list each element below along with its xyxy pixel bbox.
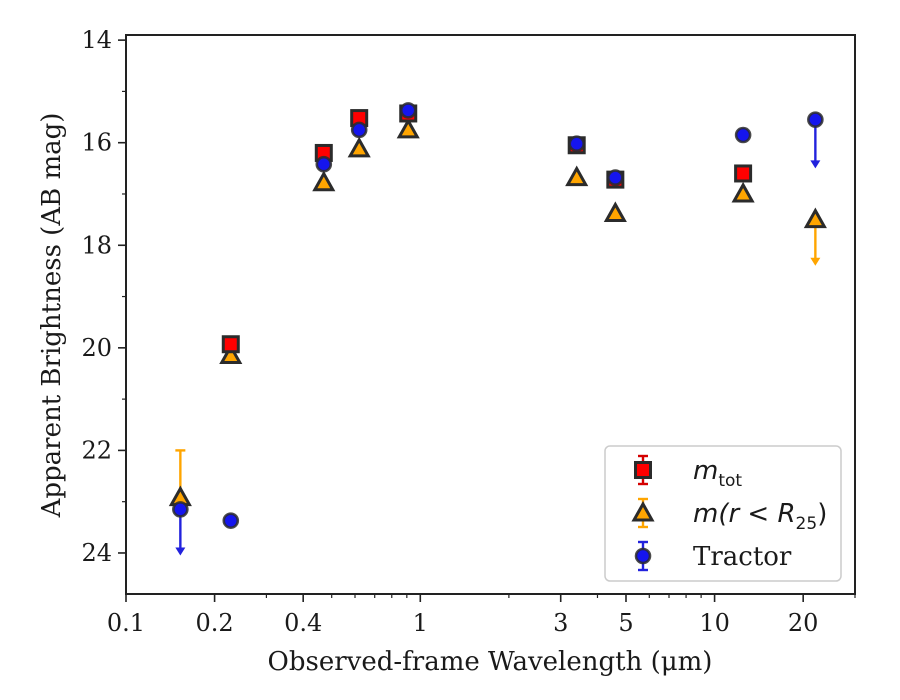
legend: mtot m(r < R25) Tractor bbox=[604, 445, 842, 582]
data-point-circle bbox=[607, 169, 624, 186]
legend-label: mtot bbox=[693, 456, 742, 491]
data-point-circle bbox=[222, 512, 240, 529]
y-tick-label: 24 bbox=[81, 539, 112, 567]
legend-label: m(r < R25) bbox=[693, 499, 827, 534]
x-tick-label: 5 bbox=[618, 609, 633, 637]
data-point-circle bbox=[807, 111, 824, 128]
x-tick-label: 1 bbox=[413, 609, 428, 637]
series-m_r25 bbox=[168, 117, 827, 507]
legend-marker-circle bbox=[634, 547, 652, 565]
x-axis: 0.1 0.2 0.4 1 3 5 10 20 bbox=[107, 594, 856, 637]
data-point-circle bbox=[399, 102, 417, 119]
upper-limit-arrow-head bbox=[175, 547, 186, 556]
legend-label: Tractor bbox=[693, 542, 792, 572]
data-point-circle bbox=[315, 155, 333, 173]
data-point-circle bbox=[172, 501, 189, 518]
upper-limit-arrow-head bbox=[810, 257, 821, 266]
data-point-triangle bbox=[603, 201, 627, 222]
x-tick-label: 0.2 bbox=[196, 609, 234, 637]
data-point-circle bbox=[734, 126, 752, 144]
data-point-circle bbox=[350, 121, 368, 139]
data-point-triangle bbox=[312, 170, 336, 192]
legend-entry-tractor: Tractor bbox=[634, 540, 792, 572]
data-point-square bbox=[734, 164, 753, 183]
legend-box bbox=[604, 445, 842, 582]
series-tractor bbox=[172, 102, 824, 556]
y-tick-label: 22 bbox=[81, 436, 112, 464]
legend-marker-triangle bbox=[631, 500, 655, 522]
data-point-circle bbox=[568, 135, 586, 153]
upper-limit-arrow-head bbox=[810, 160, 821, 169]
y-tick-label: 18 bbox=[81, 231, 112, 259]
data-point-triangle bbox=[396, 117, 420, 139]
legend-marker-square bbox=[634, 461, 652, 479]
data-point-triangle bbox=[347, 136, 371, 158]
y-tick-label: 14 bbox=[81, 26, 112, 54]
data-point-triangle bbox=[731, 181, 755, 203]
x-tick-label: 10 bbox=[699, 609, 730, 637]
y-axis: 14 16 18 20 22 24 bbox=[81, 26, 126, 567]
x-tick-label: 0.4 bbox=[284, 609, 322, 637]
series-m_tot bbox=[221, 104, 753, 354]
x-axis-label: Observed-frame Wavelength (μm) bbox=[268, 647, 713, 677]
y-tick-label: 16 bbox=[81, 129, 112, 157]
legend-entry-m_r25: m(r < R25) bbox=[631, 497, 827, 534]
data-point-triangle bbox=[565, 165, 589, 187]
y-axis-label: Apparent Brightness (AB mag) bbox=[37, 113, 67, 519]
x-tick-label: 3 bbox=[553, 609, 568, 637]
data-point-triangle bbox=[803, 207, 827, 229]
x-tick-label: 0.1 bbox=[107, 609, 145, 637]
data-marks bbox=[168, 102, 827, 556]
y-tick-label: 20 bbox=[81, 334, 112, 362]
plot-frame bbox=[125, 34, 856, 595]
data-point-square bbox=[221, 335, 240, 354]
plot-area-border bbox=[125, 34, 856, 595]
x-tick-label: 20 bbox=[788, 609, 819, 637]
data-point-triangle bbox=[219, 343, 243, 365]
legend-entry-m_tot: mtot bbox=[634, 454, 742, 491]
